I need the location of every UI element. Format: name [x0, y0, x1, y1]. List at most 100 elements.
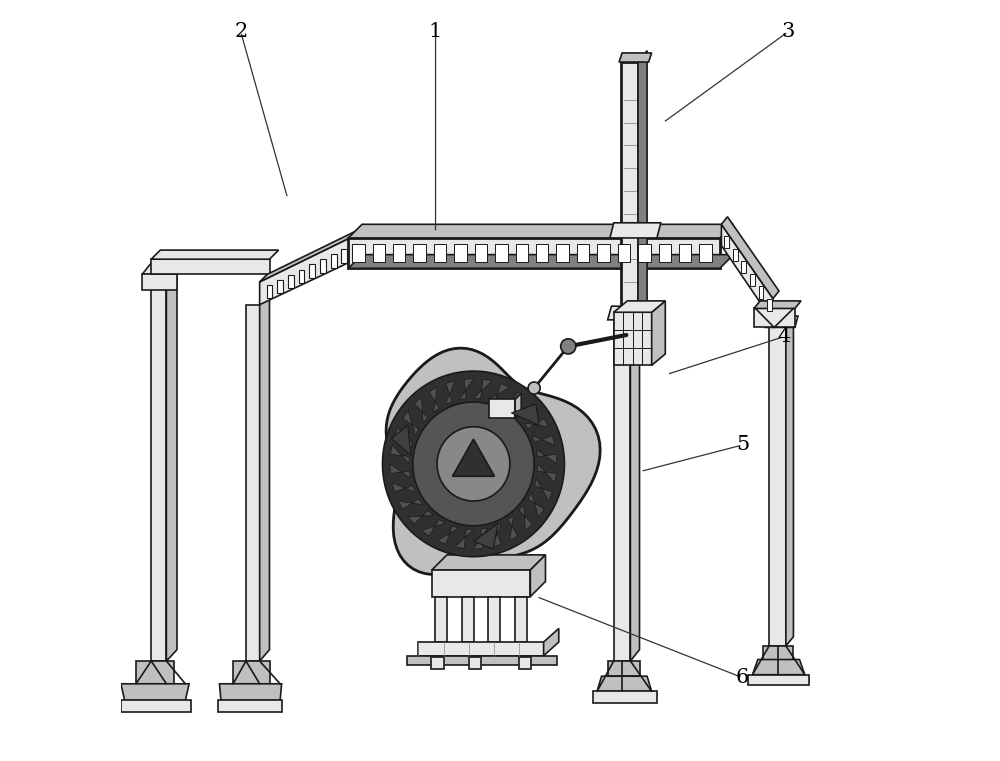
- Polygon shape: [454, 244, 467, 263]
- Polygon shape: [142, 263, 186, 275]
- Polygon shape: [136, 661, 174, 684]
- Polygon shape: [320, 260, 326, 273]
- Polygon shape: [519, 505, 532, 530]
- Polygon shape: [151, 250, 279, 260]
- Polygon shape: [121, 700, 191, 712]
- Polygon shape: [395, 427, 413, 449]
- Polygon shape: [536, 244, 548, 263]
- Polygon shape: [508, 515, 518, 540]
- Polygon shape: [421, 520, 445, 536]
- Polygon shape: [619, 53, 652, 62]
- Polygon shape: [398, 499, 423, 509]
- Polygon shape: [408, 511, 433, 524]
- Polygon shape: [475, 244, 487, 263]
- Polygon shape: [432, 555, 545, 570]
- Polygon shape: [524, 419, 549, 429]
- Polygon shape: [488, 384, 510, 402]
- Polygon shape: [752, 660, 805, 675]
- Polygon shape: [630, 308, 640, 661]
- Polygon shape: [621, 62, 638, 320]
- Polygon shape: [759, 286, 763, 298]
- Polygon shape: [267, 285, 272, 298]
- Polygon shape: [614, 312, 652, 365]
- Polygon shape: [166, 263, 177, 661]
- Polygon shape: [390, 464, 411, 479]
- Polygon shape: [754, 308, 795, 327]
- Polygon shape: [519, 658, 531, 670]
- Polygon shape: [608, 661, 640, 677]
- Polygon shape: [403, 411, 419, 435]
- Polygon shape: [383, 371, 564, 557]
- Polygon shape: [434, 244, 446, 263]
- Polygon shape: [769, 327, 786, 646]
- Polygon shape: [530, 555, 545, 597]
- Polygon shape: [610, 223, 661, 238]
- Polygon shape: [151, 260, 270, 275]
- Polygon shape: [501, 392, 525, 408]
- Polygon shape: [348, 255, 734, 269]
- Polygon shape: [765, 316, 798, 327]
- Polygon shape: [246, 304, 260, 661]
- Polygon shape: [151, 275, 166, 661]
- Polygon shape: [767, 299, 772, 311]
- Polygon shape: [331, 254, 337, 268]
- Polygon shape: [614, 301, 665, 312]
- Polygon shape: [514, 404, 539, 418]
- Polygon shape: [348, 224, 734, 238]
- Polygon shape: [309, 265, 315, 278]
- Polygon shape: [431, 658, 444, 670]
- Polygon shape: [495, 244, 508, 263]
- Polygon shape: [597, 244, 610, 263]
- Polygon shape: [721, 217, 779, 298]
- Circle shape: [561, 339, 576, 354]
- Polygon shape: [515, 597, 527, 642]
- Polygon shape: [618, 244, 630, 263]
- Polygon shape: [473, 380, 492, 399]
- Polygon shape: [260, 293, 270, 661]
- Text: 3: 3: [781, 22, 795, 41]
- Polygon shape: [435, 597, 447, 642]
- Polygon shape: [528, 492, 544, 517]
- Polygon shape: [459, 379, 473, 400]
- Polygon shape: [121, 684, 189, 700]
- Polygon shape: [391, 445, 409, 464]
- Polygon shape: [391, 425, 411, 455]
- Polygon shape: [724, 236, 729, 248]
- Polygon shape: [748, 675, 809, 686]
- Polygon shape: [352, 244, 365, 263]
- Polygon shape: [544, 629, 559, 656]
- Polygon shape: [659, 244, 671, 263]
- Polygon shape: [299, 269, 304, 283]
- Polygon shape: [455, 529, 473, 549]
- Polygon shape: [516, 244, 528, 263]
- Polygon shape: [288, 275, 294, 288]
- Text: 1: 1: [429, 22, 442, 41]
- Polygon shape: [652, 301, 665, 365]
- Text: 6: 6: [736, 668, 749, 687]
- Polygon shape: [413, 244, 426, 263]
- Polygon shape: [488, 597, 500, 642]
- Polygon shape: [277, 279, 283, 293]
- Polygon shape: [445, 381, 455, 405]
- Polygon shape: [393, 244, 405, 263]
- Polygon shape: [763, 646, 793, 660]
- Polygon shape: [473, 528, 488, 549]
- Polygon shape: [638, 244, 651, 263]
- Polygon shape: [469, 658, 481, 670]
- Polygon shape: [418, 642, 544, 656]
- Polygon shape: [386, 348, 600, 575]
- Text: 5: 5: [736, 435, 749, 454]
- Polygon shape: [489, 400, 515, 419]
- Polygon shape: [348, 238, 720, 269]
- Polygon shape: [597, 677, 652, 692]
- Polygon shape: [511, 404, 539, 425]
- Polygon shape: [492, 523, 501, 547]
- Polygon shape: [437, 526, 459, 544]
- Text: 2: 2: [234, 22, 247, 41]
- Polygon shape: [538, 464, 556, 482]
- Polygon shape: [392, 482, 415, 492]
- Polygon shape: [754, 301, 801, 308]
- Polygon shape: [577, 244, 589, 263]
- Polygon shape: [534, 479, 552, 501]
- Polygon shape: [608, 306, 646, 320]
